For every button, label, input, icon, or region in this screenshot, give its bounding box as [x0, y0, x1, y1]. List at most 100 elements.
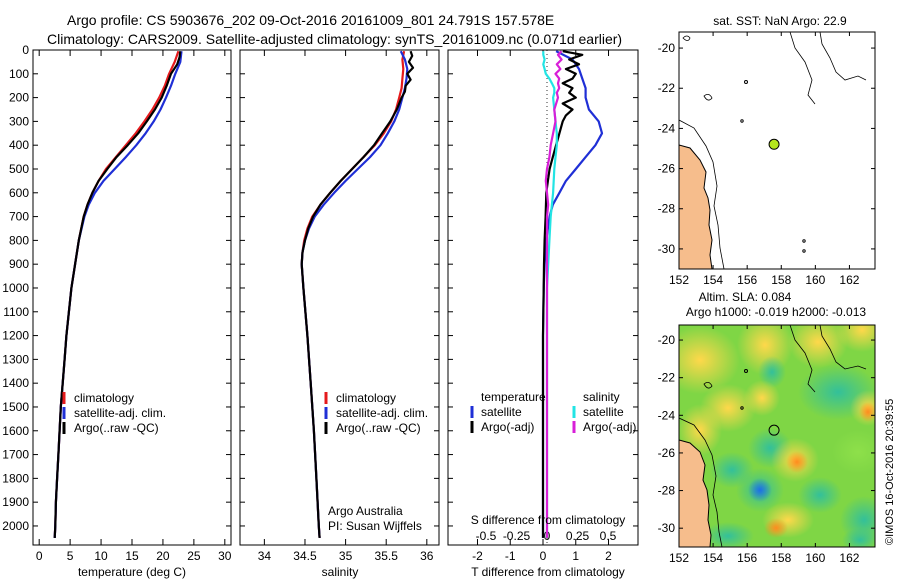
difference-legend: temperature salinity satellite Argo(-adj… [470, 390, 636, 434]
x-tick-label: 20 [156, 549, 170, 563]
depth-tick-label: 900 [9, 257, 29, 271]
x-tick-label: 2 [605, 549, 612, 563]
depth-tick-labels: 0 100 200 300 400 500 600 700 800 900 1000 1100 1200… [2, 43, 231, 533]
legend-label-temp-satellite: satellite [481, 405, 522, 419]
sla-blob [859, 402, 875, 422]
map-x-tick-label: 162 [839, 273, 859, 287]
sla-map-y-ticks: -20 -22 -24 -26 -28 -30 [658, 333, 875, 535]
map-x-tick-label: 160 [805, 551, 825, 565]
sla-map-panel: Altim. SLA: 0.084 Argo h1000: -0.019 h20… [658, 290, 876, 565]
map-y-tick-label: -24 [658, 121, 676, 135]
map-x-tick-label: 152 [669, 273, 689, 287]
sst-map-panel: sat. SST: NaN Argo: 22.9 152 154 156 158 160… [658, 14, 876, 287]
temperature-x-axis-label: temperature (deg C) [78, 565, 186, 579]
reef-contour-2 [789, 32, 816, 105]
series-line-salinity-argo-adj- [544, 50, 563, 538]
temperature-x-ticks: 0 5 10 15 20 25 30 [36, 50, 232, 563]
t-difference-label: T difference from climatology [471, 565, 625, 579]
legend-label-sal-argo: Argo(-adj) [583, 420, 636, 434]
island-contour-2 [703, 382, 713, 389]
reef-contour-3 [819, 325, 867, 370]
x-tick-label: 0 [540, 549, 547, 563]
map-x-tick-label: 154 [703, 273, 723, 287]
depth-tick-label: 400 [9, 138, 29, 152]
map-y-tick-label: -20 [658, 333, 676, 347]
legend-label-temp-argo: Argo(-adj) [481, 420, 534, 434]
reef-contour-2 [789, 325, 816, 393]
series-line-argo-raw-qc- [300, 50, 415, 538]
timestamp-stamp: ©IMOS 16-Oct-2016 20:39:55 [884, 399, 896, 545]
sla-blob [679, 326, 740, 394]
x-tick-label: 1 [572, 549, 579, 563]
x-tick-label: 0 [36, 549, 43, 563]
depth-tick-label: 1100 [3, 305, 29, 319]
x-tick-label: 10 [94, 549, 108, 563]
sla-blob [758, 356, 786, 388]
depth-tick-label: 800 [9, 233, 29, 247]
series-line-temperature-argo-adj- [541, 50, 584, 538]
depth-tick-label: 300 [9, 114, 29, 128]
s-difference-label: S difference from climatology [471, 513, 626, 527]
x-tick-label: 5 [67, 549, 74, 563]
depth-tick-label: 100 [9, 67, 29, 81]
top-tick-label: -0.5 [476, 529, 497, 543]
figure-title-line2: Climatology: CARS2009. Satellite-adjuste… [47, 31, 622, 47]
salinity-legend: climatology satellite-adj. clim. Argo(..… [324, 391, 428, 435]
temperature-panel: 0100200300400500600700800900100011001200… [2, 43, 232, 579]
sla-blob [836, 325, 875, 352]
map-y-tick-label: -28 [658, 202, 676, 216]
x-tick-label: 30 [218, 549, 232, 563]
difference-panel: -2 -1 0 1 2 -0.5 -0.25 0 0.25 0.5 temperature sa… [447, 49, 639, 579]
map-x-tick-label: 154 [703, 551, 723, 565]
top-tick-label: -0.25 [503, 529, 531, 543]
legend-label-argo: Argo(..raw -QC) [336, 421, 421, 435]
depth-tick-label: 2000 [2, 519, 29, 533]
sst-map-y-ticks: -20 -22 -24 -26 -28 -30 [658, 41, 875, 256]
depth-tick-label: 1300 [2, 352, 29, 366]
depth-tick-label: 600 [9, 186, 29, 200]
map-y-tick-label: -20 [658, 41, 676, 55]
island-dot [802, 249, 806, 253]
x-tick-label: 25 [187, 549, 201, 563]
x-tick-label: 35 [339, 549, 353, 563]
legend-label-climatology: climatology [74, 391, 134, 405]
legend-header-temperature: temperature [481, 390, 546, 404]
temperature-axes [32, 49, 232, 546]
depth-tick-label: 1600 [2, 424, 29, 438]
salinity-axes [239, 49, 440, 546]
sla-map-title-line1: Altim. SLA: 0.084 [699, 290, 792, 304]
reef-contour-1 [679, 417, 723, 547]
legend-label-sal-satellite: satellite [583, 405, 624, 419]
map-y-tick-label: -30 [658, 521, 676, 535]
australia-land [679, 439, 712, 547]
map-x-tick-label: 158 [771, 551, 791, 565]
x-tick-label: -2 [472, 549, 483, 563]
x-tick-label: 15 [125, 549, 139, 563]
map-x-tick-label: 160 [805, 273, 825, 287]
map-y-tick-label: -26 [658, 446, 676, 460]
island-contour-2 [703, 94, 713, 101]
institution-credit: Argo Australia [328, 504, 403, 518]
island-dot [744, 369, 748, 373]
sst-map-x-ticks: 152 154 156 158 160 162 [669, 32, 860, 287]
island-dot [802, 239, 806, 243]
map-y-tick-label: -22 [658, 371, 676, 385]
sla-blob [832, 430, 875, 474]
map-y-tick-label: -30 [658, 242, 676, 256]
argo-float-marker [768, 138, 780, 150]
sla-map-axes [678, 324, 876, 548]
map-y-tick-label: -28 [658, 484, 676, 498]
figure-title-line1: Argo profile: CS 5903676_202 09-Oct-2016… [67, 12, 554, 28]
sla-blob [764, 518, 788, 538]
reef-contour-1 [679, 119, 725, 269]
salinity-panel: 34 34.5 35 35.5 36 climatology satellite-adj… [239, 49, 440, 579]
salinity-y-ticks [240, 49, 439, 527]
depth-tick-label: 0 [22, 43, 29, 57]
map-y-tick-label: -26 [658, 162, 676, 176]
depth-tick-label: 500 [9, 162, 29, 176]
sla-blob [744, 380, 780, 416]
sla-blob [842, 528, 875, 547]
depth-tick-label: 1000 [2, 281, 29, 295]
map-x-tick-label: 152 [669, 551, 689, 565]
